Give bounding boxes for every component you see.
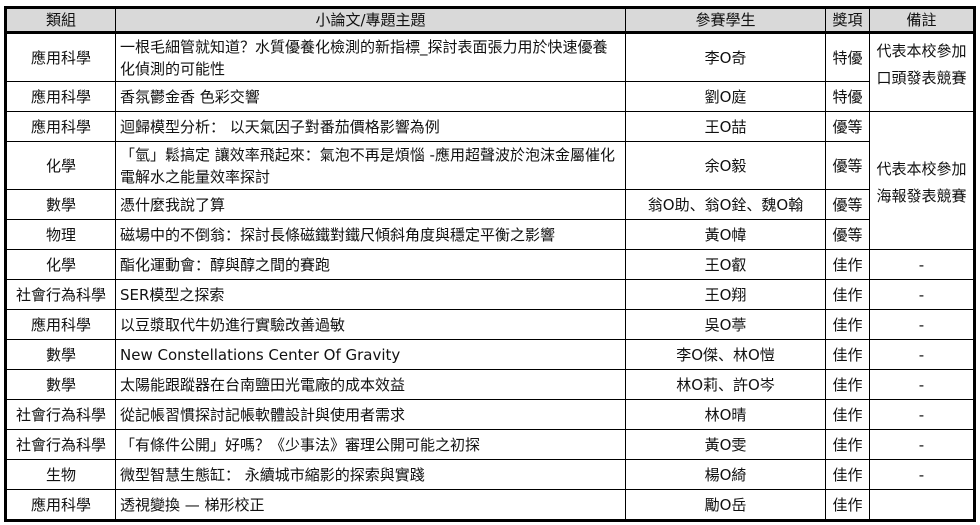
award-cell: 佳作 (825, 309, 870, 340)
topic-cell: 透視變換 — 梯形校正 (115, 489, 626, 521)
header-category: 類組 (5, 7, 116, 34)
students-cell: 李O奇 (625, 32, 826, 82)
topic-cell: 酯化運動會：醇與醇之間的賽跑 (115, 249, 626, 280)
students-cell: 吳O葶 (625, 309, 826, 340)
note-cell: - (869, 309, 975, 340)
table-row: 社會行為科學 從記帳習慣探討記帳軟體設計與使用者需求 林O晴 佳作 - (5, 399, 975, 430)
table-row: 數學 憑什麼我說了算 翁O助、翁O銓、魏O翰 優等 (5, 189, 975, 220)
students-cell: 黃O幃 (625, 219, 826, 250)
table-row: 應用科學 以豆漿取代牛奶進行實驗改善過敏 吳O葶 佳作 - (5, 309, 975, 340)
table-row: 化學 「氫」鬆搞定 讓效率飛起來：氣泡不再是煩惱 -應用超聲波於泡沫金屬催化電解水… (5, 141, 975, 190)
category-cell: 應用科學 (5, 111, 116, 142)
category-cell: 化學 (5, 141, 116, 190)
note-cell: - (869, 429, 975, 460)
topic-cell: 以豆漿取代牛奶進行實驗改善過敏 (115, 309, 626, 340)
topic-cell: SER模型之探索 (115, 279, 626, 310)
topic-cell: New Constellations Center Of Gravity (115, 339, 626, 370)
topic-cell: 微型智慧生態缸： 永續城市縮影的探索與實踐 (115, 459, 626, 490)
category-cell: 化學 (5, 249, 116, 280)
topic-cell: 「氫」鬆搞定 讓效率飛起來：氣泡不再是煩惱 -應用超聲波於泡沫金屬催化電解水之能… (115, 141, 626, 190)
table-row: 應用科學 透視變換 — 梯形校正 勵O岳 佳作 (5, 489, 975, 521)
header-row: 類組 小論文/專題主題 參賽學生 獎項 備註 (5, 7, 975, 34)
students-cell: 黃O雯 (625, 429, 826, 460)
category-cell: 應用科學 (5, 489, 116, 521)
award-cell: 佳作 (825, 429, 870, 460)
header-topic: 小論文/專題主題 (115, 7, 626, 34)
note-cell: 代表本校參加口頭發表競賽 (869, 32, 975, 112)
table-row: 生物 微型智慧生態缸： 永續城市縮影的探索與實踐 楊O綺 佳作 - (5, 459, 975, 490)
table-row: 應用科學 一根毛細管就知道？水質優養化檢測的新指標_探討表面張力用於快速優養化偵測… (5, 32, 975, 112)
topic-cell: 一根毛細管就知道？水質優養化檢測的新指標_探討表面張力用於快速優養化偵測的可能性 (115, 32, 626, 82)
award-cell: 佳作 (825, 339, 870, 370)
table-row: 社會行為科學 SER模型之探索 王O翔 佳作 - (5, 279, 975, 310)
students-cell: 王O叡 (625, 249, 826, 280)
students-cell: 劉O庭 (625, 81, 826, 112)
award-cell: 優等 (825, 219, 870, 250)
students-cell: 李O傑、林O愷 (625, 339, 826, 370)
topic-cell: 憑什麼我說了算 (115, 189, 626, 220)
note-cell: - (869, 369, 975, 400)
table-row: 化學 酯化運動會：醇與醇之間的賽跑 王O叡 佳作 - (5, 249, 975, 280)
students-cell: 王O翔 (625, 279, 826, 310)
students-cell: 翁O助、翁O銓、魏O翰 (625, 189, 826, 220)
header-students: 參賽學生 (625, 7, 826, 34)
topic-cell: 「有條件公開」好嗎？《少事法》審理公開可能之初探 (115, 429, 626, 460)
category-cell: 數學 (5, 189, 116, 220)
category-cell: 物理 (5, 219, 116, 250)
note-cell: 代表本校參加海報發表競賽 (869, 111, 975, 250)
category-cell: 數學 (5, 369, 116, 400)
topic-cell: 香氛鬱金香 色彩交響 (115, 81, 626, 112)
note-cell: - (869, 279, 975, 310)
topic-cell: 從記帳習慣探討記帳軟體設計與使用者需求 (115, 399, 626, 430)
table-row: 數學 New Constellations Center Of Gravity 李O… (5, 339, 975, 370)
award-cell: 佳作 (825, 399, 870, 430)
note-cell: - (869, 249, 975, 280)
header-award: 獎項 (825, 7, 870, 34)
award-cell: 佳作 (825, 249, 870, 280)
category-cell: 應用科學 (5, 32, 116, 82)
category-cell: 生物 (5, 459, 116, 490)
students-cell: 王O喆 (625, 111, 826, 142)
table-row: 數學 太陽能跟蹤器在台南鹽田光電廠的成本效益 林O莉、許O岑 佳作 - (5, 369, 975, 400)
award-cell: 佳作 (825, 489, 870, 521)
topic-cell: 磁場中的不倒翁：探討長條磁鐵對鐵尺傾斜角度與穩定平衡之影響 (115, 219, 626, 250)
note-cell: - (869, 459, 975, 490)
award-cell: 優等 (825, 141, 870, 190)
awards-table: 類組 小論文/專題主題 參賽學生 獎項 備註 應用科學 一根毛細管就知道？水質優養… (4, 6, 976, 522)
award-cell: 佳作 (825, 279, 870, 310)
category-cell: 社會行為科學 (5, 429, 116, 460)
topic-cell: 迴歸模型分析： 以天氣因子對番茄價格影響為例 (115, 111, 626, 142)
table-row: 應用科學 迴歸模型分析： 以天氣因子對番茄價格影響為例 王O喆 優等 代表本校參加海報發… (5, 111, 975, 250)
students-cell: 楊O綺 (625, 459, 826, 490)
category-cell: 社會行為科學 (5, 279, 116, 310)
note-cell (869, 489, 975, 521)
students-cell: 勵O岳 (625, 489, 826, 521)
table-row: 社會行為科學 「有條件公開」好嗎？《少事法》審理公開可能之初探 黃O雯 佳作 - (5, 429, 975, 460)
note-cell: - (869, 399, 975, 430)
students-cell: 余O毅 (625, 141, 826, 190)
award-cell: 優等 (825, 111, 870, 142)
category-cell: 應用科學 (5, 309, 116, 340)
award-cell: 佳作 (825, 369, 870, 400)
award-cell: 優等 (825, 189, 870, 220)
table-row: 應用科學 香氛鬱金香 色彩交響 劉O庭 特優 (5, 81, 975, 112)
award-cell: 佳作 (825, 459, 870, 490)
table-row: 物理 磁場中的不倒翁：探討長條磁鐵對鐵尺傾斜角度與穩定平衡之影響 黃O幃 優等 (5, 219, 975, 250)
award-cell: 特優 (825, 81, 870, 112)
note-cell: - (869, 339, 975, 370)
category-cell: 應用科學 (5, 81, 116, 112)
category-cell: 社會行為科學 (5, 399, 116, 430)
students-cell: 林O晴 (625, 399, 826, 430)
students-cell: 林O莉、許O岑 (625, 369, 826, 400)
header-note: 備註 (869, 7, 975, 34)
award-cell: 特優 (825, 32, 870, 82)
category-cell: 數學 (5, 339, 116, 370)
topic-cell: 太陽能跟蹤器在台南鹽田光電廠的成本效益 (115, 369, 626, 400)
